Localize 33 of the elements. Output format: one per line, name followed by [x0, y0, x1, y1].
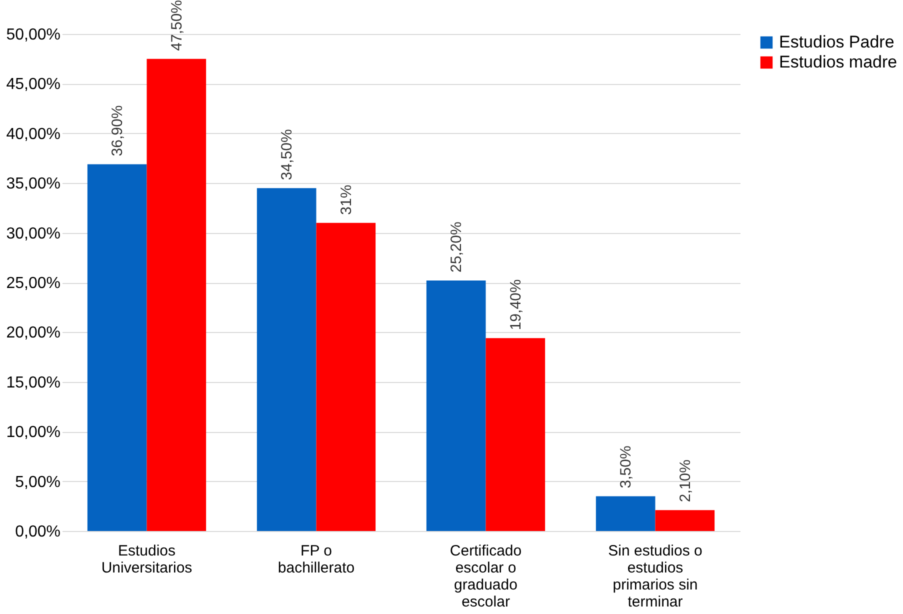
bar — [655, 510, 715, 531]
x-tick-label: Certificado escolar o graduado escolar — [450, 542, 522, 610]
y-tick-label: 50,00% — [6, 26, 60, 44]
y-tick-label: 15,00% — [6, 374, 60, 392]
bar — [87, 164, 147, 531]
y-tick-label: 10,00% — [6, 424, 60, 442]
bar — [146, 58, 206, 531]
legend-label: Estudios Padre — [779, 32, 894, 52]
data-label: 2,10% — [676, 460, 694, 502]
y-tick-label: 25,00% — [6, 275, 60, 292]
data-label: 31% — [338, 184, 355, 215]
data-label: 19,40% — [507, 279, 524, 330]
y-tick-label: 45,00% — [6, 76, 60, 94]
bar — [596, 496, 656, 531]
data-label: 36,90% — [109, 105, 126, 156]
y-tick-label: 0,00% — [15, 524, 60, 540]
data-label: 47,50% — [168, 0, 186, 51]
bar — [426, 280, 486, 531]
bar — [256, 188, 316, 531]
data-label: 3,50% — [618, 446, 635, 488]
y-tick-label: 30,00% — [6, 225, 60, 242]
legend-label: Estudios madre — [779, 52, 898, 72]
y-tick-label: 5,00% — [15, 474, 60, 491]
x-tick-label: Estudios Universitarios — [101, 542, 192, 576]
x-tick-label: FP o bachillerato — [278, 542, 355, 576]
data-label: 25,20% — [448, 222, 466, 273]
y-tick-label: 35,00% — [6, 176, 60, 193]
bar — [486, 338, 546, 531]
x-tick-label: Sin estudios o estudios primarios sin terminar — [608, 542, 702, 610]
y-tick-label: 40,00% — [6, 126, 60, 143]
data-label: 34,50% — [278, 129, 296, 180]
y-tick-label: 20,00% — [6, 324, 60, 342]
bar — [316, 222, 376, 531]
